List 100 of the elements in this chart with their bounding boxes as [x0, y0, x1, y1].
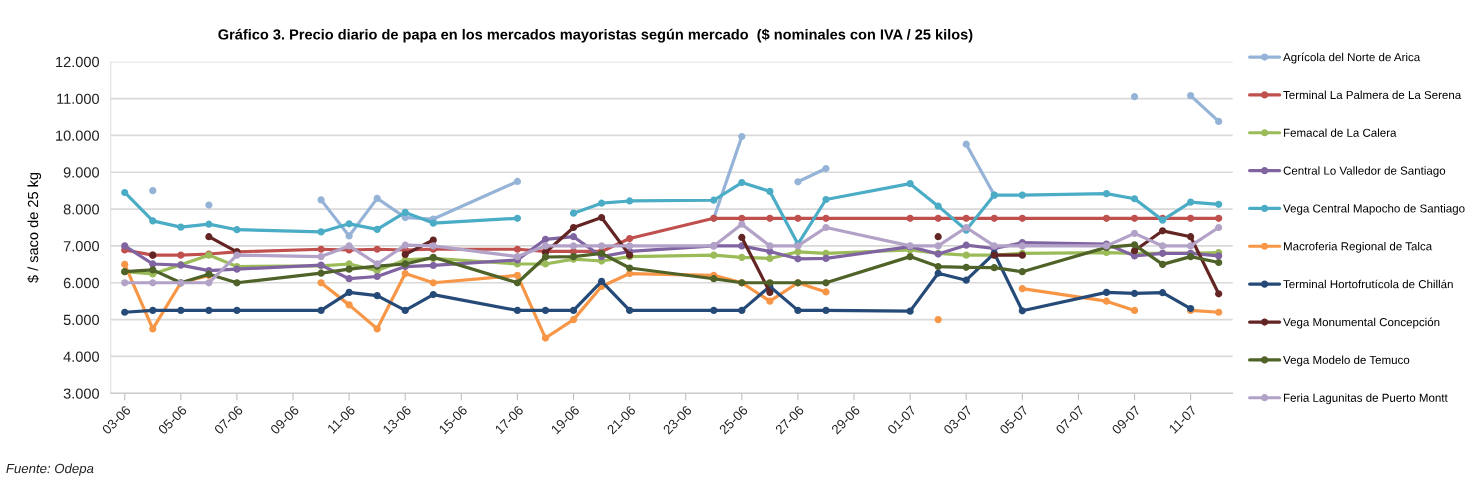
point: [934, 202, 942, 210]
point: [597, 213, 606, 222]
point: [710, 196, 718, 204]
point: [822, 288, 830, 296]
point: [541, 253, 550, 261]
point: [317, 245, 325, 253]
point: [962, 263, 970, 271]
point: [569, 223, 578, 232]
point: [597, 277, 606, 285]
legend-label: Vega Central Mapocho de Santiago: [1283, 204, 1465, 215]
point: [233, 226, 241, 234]
point: [149, 306, 157, 315]
point: [934, 316, 942, 324]
point: [1102, 189, 1111, 198]
point: [1130, 229, 1139, 238]
source-note: Fuente: Odepa: [6, 463, 94, 476]
point: [822, 214, 830, 222]
point: [962, 214, 970, 222]
point: [429, 279, 437, 287]
point: [513, 306, 522, 315]
point: [205, 201, 213, 209]
point: [149, 279, 157, 287]
point: [766, 297, 774, 305]
point: [1215, 214, 1223, 222]
y-tick-label: 8.000: [63, 204, 100, 215]
point: [1215, 252, 1223, 260]
point: [373, 272, 381, 281]
legend-label: Feria Lagunitas de Puerto Montt: [1283, 393, 1448, 405]
point: [401, 250, 409, 259]
point: [513, 279, 522, 287]
point: [149, 187, 157, 195]
point: [1130, 93, 1139, 101]
point: [738, 178, 746, 187]
point: [962, 276, 970, 284]
point: [177, 251, 185, 259]
point: [121, 188, 129, 197]
point: [1018, 191, 1026, 199]
point: [429, 261, 437, 270]
point: [205, 279, 213, 287]
point: [1018, 214, 1026, 222]
point: [766, 254, 774, 263]
point: [738, 214, 746, 222]
point: [569, 233, 578, 241]
point: [121, 308, 129, 316]
point: [738, 220, 746, 228]
point: [317, 279, 325, 287]
point: [934, 262, 942, 271]
point: [1187, 214, 1195, 222]
point: [738, 132, 746, 141]
point: [345, 275, 353, 283]
y-tick-label: 5.000: [63, 314, 100, 326]
point: [962, 251, 970, 259]
point: [794, 214, 802, 222]
point: [822, 164, 830, 173]
legend-label: Central Lo Valledor de Santiago: [1283, 166, 1446, 177]
point: [934, 269, 942, 277]
point: [1187, 242, 1195, 250]
y-tick-label: 12.000: [56, 56, 100, 68]
point: [317, 253, 325, 261]
point: [934, 214, 942, 222]
point: [1215, 117, 1223, 125]
point: [345, 232, 353, 240]
point: [233, 279, 241, 287]
point: [317, 228, 325, 236]
point: [345, 265, 353, 273]
point: [149, 325, 157, 333]
legend-label: Vega Monumental Concepción: [1283, 317, 1440, 329]
point: [710, 275, 718, 283]
point: [317, 269, 325, 277]
point: [401, 269, 409, 278]
point: [429, 219, 437, 227]
point: [1018, 307, 1026, 315]
y-tick-label: 3.000: [63, 388, 100, 399]
point: [317, 196, 325, 204]
point: [766, 242, 774, 250]
point: [1215, 308, 1223, 316]
point: [626, 306, 634, 315]
legend-label: Terminal La Palmera de La Serena: [1283, 90, 1462, 100]
point: [766, 247, 774, 256]
point: [541, 334, 550, 342]
point: [1130, 195, 1139, 203]
legend-label: Femacal de La Calera: [1283, 128, 1397, 137]
y-tick-label: 7.000: [63, 241, 100, 252]
point: [345, 242, 353, 250]
point: [1187, 198, 1195, 206]
point: [710, 251, 718, 259]
point: [1130, 214, 1139, 222]
y-tick-label: 10.000: [56, 130, 100, 141]
legend-label: Agrícola del Norte de Arica: [1283, 52, 1421, 64]
point: [541, 235, 550, 243]
point: [1102, 214, 1111, 222]
point: [373, 225, 381, 233]
point: [373, 194, 381, 202]
point: [822, 254, 830, 263]
point: [541, 260, 550, 268]
point: [513, 271, 522, 280]
point: [513, 177, 522, 186]
point: [794, 255, 802, 263]
point: [906, 214, 914, 222]
point: [1130, 289, 1139, 298]
